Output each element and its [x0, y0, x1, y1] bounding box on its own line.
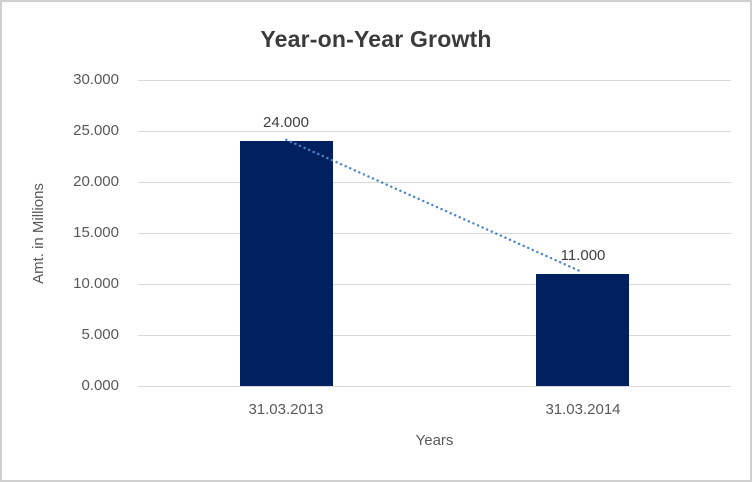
data-label: 11.000	[560, 247, 606, 264]
gridline	[138, 182, 731, 183]
y-tick-label: 20.000	[73, 173, 119, 190]
gridline	[138, 80, 731, 81]
plot-area: 0.000 5.000 10.000 15.000 20.000 25.000 30.000…	[73, 71, 731, 418]
y-tick-label: 30.000	[73, 71, 119, 88]
data-label: 24.000	[263, 114, 309, 131]
trendline	[285, 138, 584, 274]
bar	[536, 274, 629, 386]
y-tick-label: 15.000	[73, 224, 119, 241]
bar	[240, 141, 333, 386]
x-tick-label: 31.03.2014	[545, 401, 621, 418]
y-tick-label: 10.000	[73, 275, 119, 292]
gridline	[138, 386, 731, 387]
gridline	[138, 233, 731, 234]
y-tick-label: 25.000	[73, 122, 119, 139]
gridline	[138, 284, 731, 285]
chart-title: Year-on-Year Growth	[260, 26, 492, 52]
y-tick-label: 5.000	[81, 326, 119, 343]
x-tick-label: 31.03.2013	[248, 401, 324, 418]
y-tick-label: 0.000	[81, 377, 119, 394]
x-axis-title: Years	[415, 432, 454, 449]
gridline	[138, 131, 731, 132]
gridline	[138, 335, 731, 336]
